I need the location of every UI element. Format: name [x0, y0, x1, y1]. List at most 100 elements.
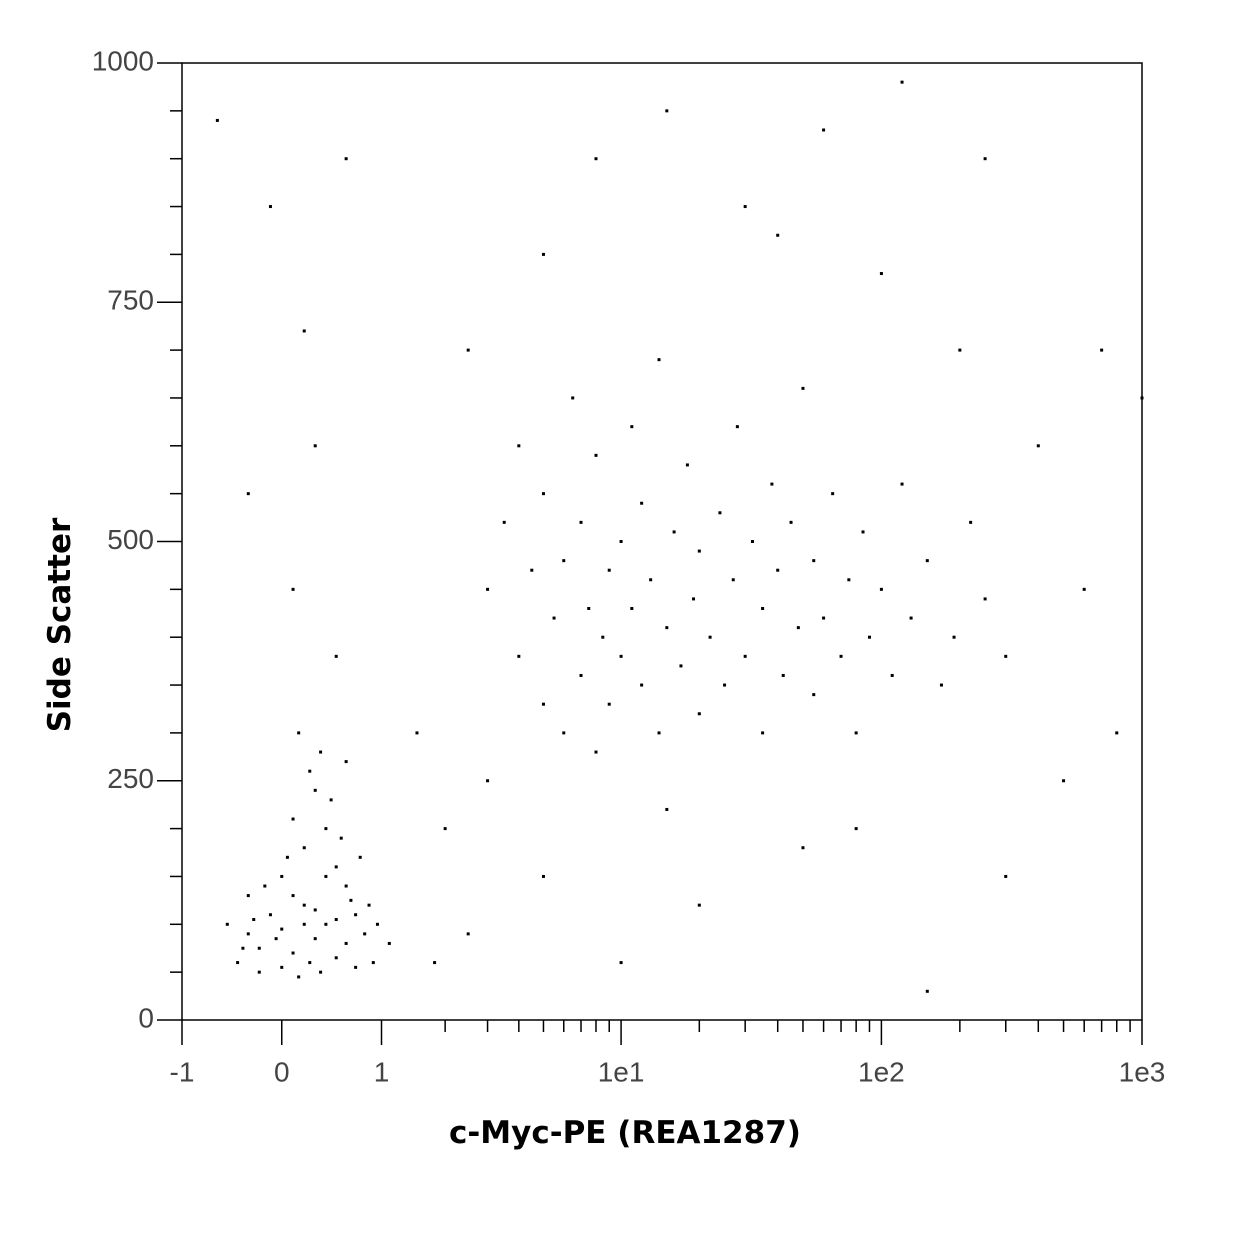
- x-tick-label: 1: [374, 1056, 390, 1087]
- event-dot: [367, 903, 371, 907]
- event-dot: [594, 750, 598, 754]
- event-dot: [657, 731, 661, 735]
- event-dot: [1115, 731, 1119, 735]
- y-tick-label: 1000: [92, 45, 154, 76]
- event-dot: [241, 946, 245, 950]
- event-dot: [285, 855, 289, 859]
- event-dot: [619, 654, 623, 658]
- event-dot: [640, 683, 644, 687]
- event-dot: [1082, 587, 1086, 591]
- event-dot: [552, 616, 556, 620]
- event-dot: [257, 970, 261, 974]
- event-dot: [302, 922, 306, 926]
- event-dot: [723, 683, 727, 687]
- event-dot: [822, 616, 826, 620]
- event-dot: [313, 788, 317, 792]
- event-dot: [665, 626, 669, 630]
- event-dot: [761, 606, 765, 610]
- event-dot: [679, 664, 683, 668]
- event-dot: [952, 635, 956, 639]
- event-dot: [246, 492, 250, 496]
- event-dot: [517, 444, 521, 448]
- event-dot: [268, 205, 272, 209]
- event-dot: [579, 673, 583, 677]
- event-dot: [280, 927, 284, 931]
- event-dot: [371, 961, 375, 965]
- event-dot: [280, 874, 284, 878]
- event-dot: [291, 951, 295, 955]
- event-dot: [761, 731, 765, 735]
- event-dot: [349, 898, 353, 902]
- event-dot: [466, 932, 470, 936]
- event-dot: [812, 693, 816, 697]
- event-dot: [776, 233, 780, 237]
- event-dot: [415, 731, 419, 735]
- event-dot: [308, 961, 312, 965]
- event-dot: [594, 157, 598, 161]
- event-dot: [879, 587, 883, 591]
- event-dot: [640, 501, 644, 505]
- event-dot: [708, 635, 712, 639]
- event-dot: [925, 989, 929, 993]
- event-dot: [735, 425, 739, 429]
- event-dot: [969, 520, 973, 524]
- event-dot: [649, 578, 653, 582]
- event-dot: [1062, 779, 1066, 783]
- y-tick-label: 0: [138, 1002, 154, 1033]
- event-dot: [324, 827, 328, 831]
- event-dot: [657, 358, 661, 362]
- event-dot: [354, 965, 358, 969]
- event-dot: [246, 894, 250, 898]
- event-dot: [789, 520, 793, 524]
- event-dot: [672, 530, 676, 534]
- event-dot: [812, 559, 816, 563]
- event-dot: [1004, 654, 1008, 658]
- event-dot: [387, 941, 391, 945]
- event-dot: [215, 118, 219, 122]
- event-dot: [900, 482, 904, 486]
- event-dot: [925, 559, 929, 563]
- x-tick-label: 1e3: [1119, 1056, 1166, 1087]
- event-dot: [297, 975, 301, 979]
- event-dot: [291, 894, 295, 898]
- event-dot: [339, 836, 343, 840]
- event-dot: [579, 520, 583, 524]
- event-dot: [334, 865, 338, 869]
- event-dot: [562, 559, 566, 563]
- y-tick-label: 250: [107, 763, 154, 794]
- event-dot: [363, 932, 367, 936]
- event-dot: [291, 587, 295, 591]
- event-dot: [630, 425, 634, 429]
- event-dot: [313, 908, 317, 912]
- event-dot: [958, 348, 962, 352]
- event-dot: [770, 482, 774, 486]
- event-dot: [890, 673, 894, 677]
- event-dot: [801, 846, 805, 850]
- event-dot: [697, 712, 701, 716]
- event-dot: [831, 492, 835, 496]
- event-dot: [697, 903, 701, 907]
- event-dot: [665, 807, 669, 811]
- event-dot: [601, 635, 605, 639]
- event-dot: [302, 903, 306, 907]
- event-dot: [781, 673, 785, 677]
- event-dot: [743, 654, 747, 658]
- event-dot: [466, 348, 470, 352]
- event-dot: [530, 568, 534, 572]
- event-dot: [329, 798, 333, 802]
- event-dot: [324, 874, 328, 878]
- event-dot: [607, 702, 611, 706]
- event-dot: [854, 731, 858, 735]
- event-dot: [983, 157, 987, 161]
- event-dot: [433, 961, 437, 965]
- event-dot: [334, 956, 338, 960]
- event-dot: [839, 654, 843, 658]
- event-dot: [939, 683, 943, 687]
- event-dot: [308, 769, 312, 773]
- event-dot: [718, 511, 722, 515]
- event-dot: [983, 597, 987, 601]
- event-dot: [334, 654, 338, 658]
- event-dot: [280, 965, 284, 969]
- event-dot: [743, 205, 747, 209]
- event-dot: [750, 540, 754, 543]
